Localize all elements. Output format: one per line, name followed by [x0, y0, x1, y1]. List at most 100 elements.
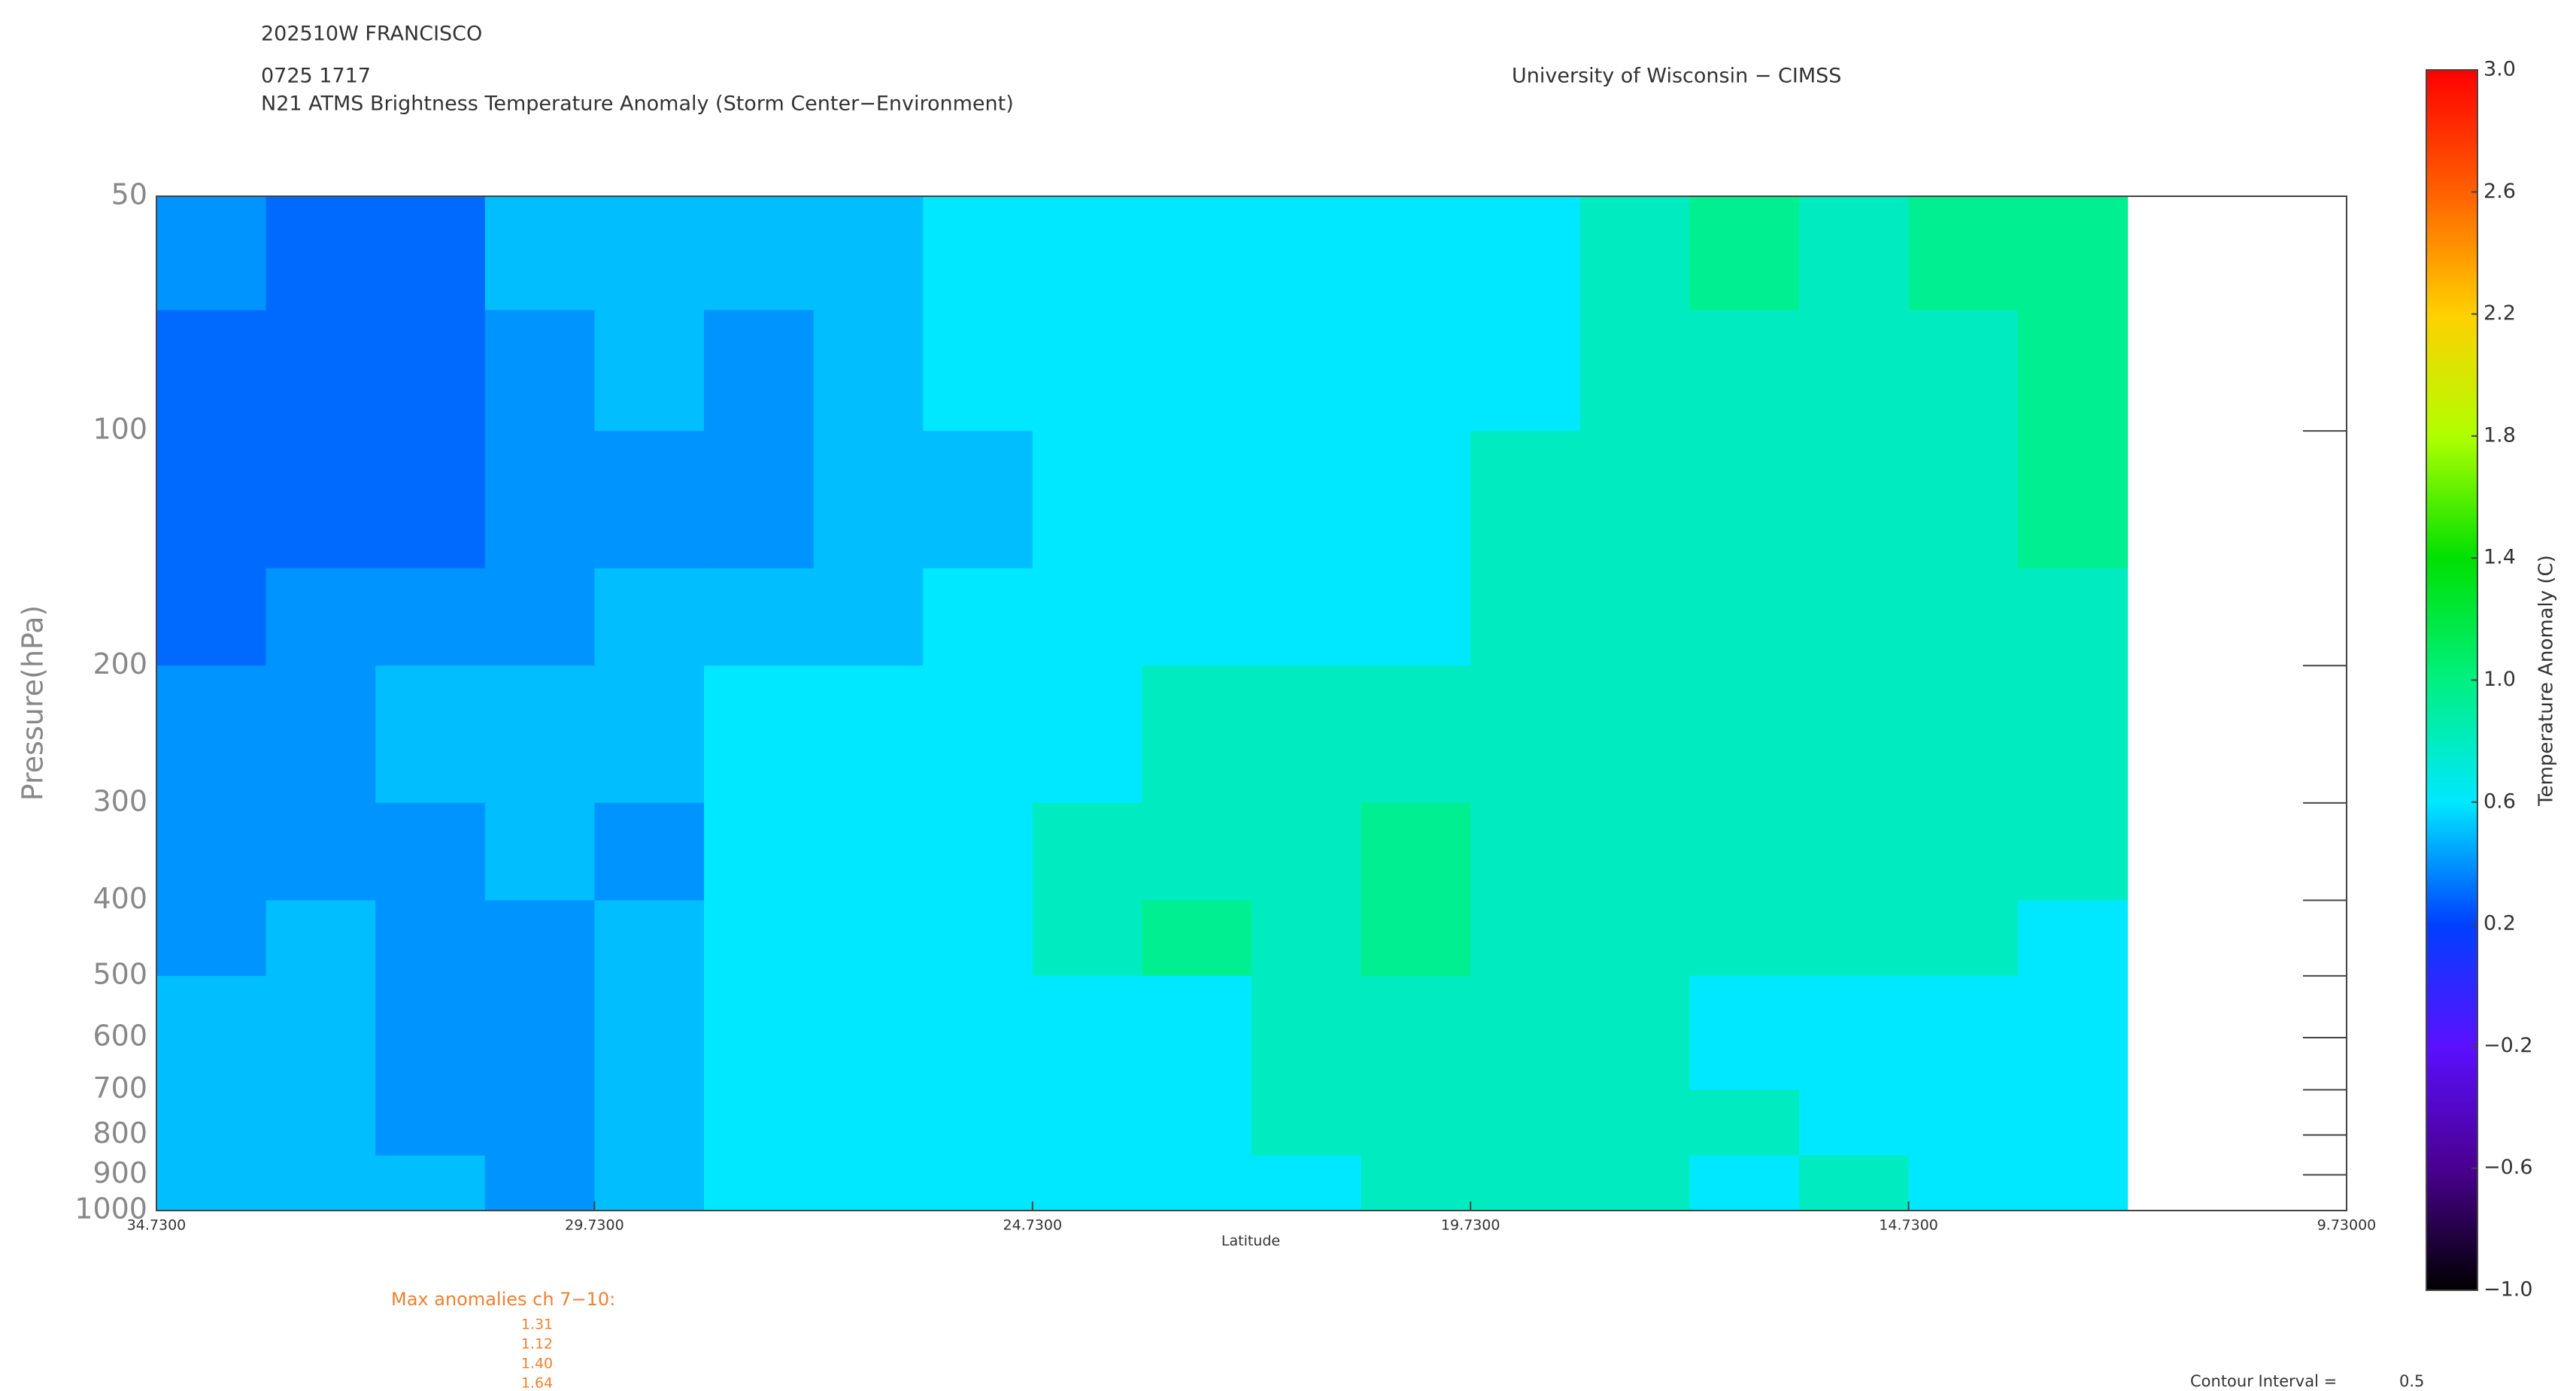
cell [704, 900, 815, 977]
cell [2018, 1155, 2128, 1211]
cell [484, 568, 595, 666]
cell [1032, 975, 1142, 1090]
cell [1908, 1089, 2019, 1156]
cell [484, 431, 595, 569]
cell [1142, 431, 1252, 569]
cell [1799, 665, 1910, 804]
cell [813, 1089, 924, 1156]
cell [265, 665, 376, 804]
cell [1252, 900, 1362, 977]
cell [1908, 310, 2019, 432]
cell [594, 975, 705, 1090]
cell [923, 900, 1033, 977]
cell [594, 568, 705, 666]
cell [813, 431, 924, 569]
cell [265, 1155, 376, 1211]
cell [375, 975, 486, 1090]
colorbar-tick-label: 3.0 [2483, 58, 2516, 81]
cell [1470, 975, 1581, 1090]
cell [2018, 196, 2128, 311]
cell [1361, 431, 1471, 569]
cell [265, 196, 376, 311]
cell [594, 1089, 705, 1156]
cell [2018, 310, 2128, 432]
x-tick-label: 14.7300 [1879, 1217, 1938, 1234]
cell [1579, 975, 1690, 1090]
cell [1361, 568, 1471, 666]
cell [1032, 1155, 1142, 1211]
cell [1799, 802, 1910, 901]
cell [1032, 1089, 1142, 1156]
cell [594, 802, 705, 901]
cell [1689, 431, 1800, 569]
cell [2018, 975, 2128, 1090]
cell [1361, 802, 1471, 901]
cell [594, 900, 705, 977]
cell [1361, 975, 1471, 1090]
cell [1361, 310, 1471, 432]
cell [156, 802, 267, 901]
colorbar-tick-label: 2.6 [2483, 180, 2516, 203]
cell [1252, 568, 1362, 666]
cell [1470, 431, 1581, 569]
cell [484, 665, 595, 804]
storm-time: 0725 1717 [261, 65, 371, 88]
cell [1908, 431, 2019, 569]
cell [1579, 568, 1690, 666]
cell [1361, 665, 1471, 804]
cell [1799, 900, 1910, 977]
cell [1689, 802, 1800, 901]
cell [1908, 975, 2019, 1090]
cell [923, 310, 1033, 432]
cell [1689, 900, 1800, 977]
x-tick-label: 19.7300 [1441, 1217, 1500, 1234]
cell [1142, 196, 1252, 311]
chart-title: N21 ATMS Brightness Temperature Anomaly … [261, 92, 1014, 116]
cell [1908, 568, 2019, 666]
cell [1579, 1089, 1690, 1156]
colorbar-label: Temperature Anomaly (C) [2535, 555, 2558, 807]
cell [1252, 196, 1362, 311]
cell [1142, 900, 1252, 977]
cell [594, 310, 705, 432]
cell [1032, 196, 1142, 311]
cell [1579, 665, 1690, 804]
y-tick-label: 800 [93, 1117, 147, 1150]
cell [1799, 1155, 1910, 1211]
cell [1142, 975, 1252, 1090]
y-tick-label: 600 [93, 1019, 147, 1052]
cell [1252, 665, 1362, 804]
cell [1470, 196, 1581, 311]
cell [265, 802, 376, 901]
cell [1689, 975, 1800, 1090]
max-anomaly: 1.31 [521, 1317, 553, 1333]
cell [1252, 1155, 1362, 1211]
cell [1470, 802, 1581, 901]
cell [1142, 802, 1252, 901]
cell [704, 568, 815, 666]
cell [1689, 310, 1800, 432]
cell [1908, 196, 2019, 311]
y-tick-label: 700 [93, 1071, 147, 1105]
cell [265, 568, 376, 666]
cell [923, 1089, 1033, 1156]
cell [1689, 1089, 1800, 1156]
cell [813, 900, 924, 977]
cell [1470, 1089, 1581, 1156]
cell [265, 975, 376, 1090]
plot-frame [156, 195, 2347, 1211]
cell [2018, 568, 2128, 666]
cell [375, 1089, 486, 1156]
x-axis-label: Latitude [1221, 1233, 1280, 1250]
cell [1470, 900, 1581, 977]
x-tick-label: 34.7300 [127, 1217, 187, 1234]
cell [813, 802, 924, 901]
cell [813, 975, 924, 1090]
cell [484, 310, 595, 432]
cell [375, 1155, 486, 1211]
cell [1908, 802, 2019, 901]
cell [375, 900, 486, 977]
cell [1689, 568, 1800, 666]
cell [1032, 568, 1142, 666]
